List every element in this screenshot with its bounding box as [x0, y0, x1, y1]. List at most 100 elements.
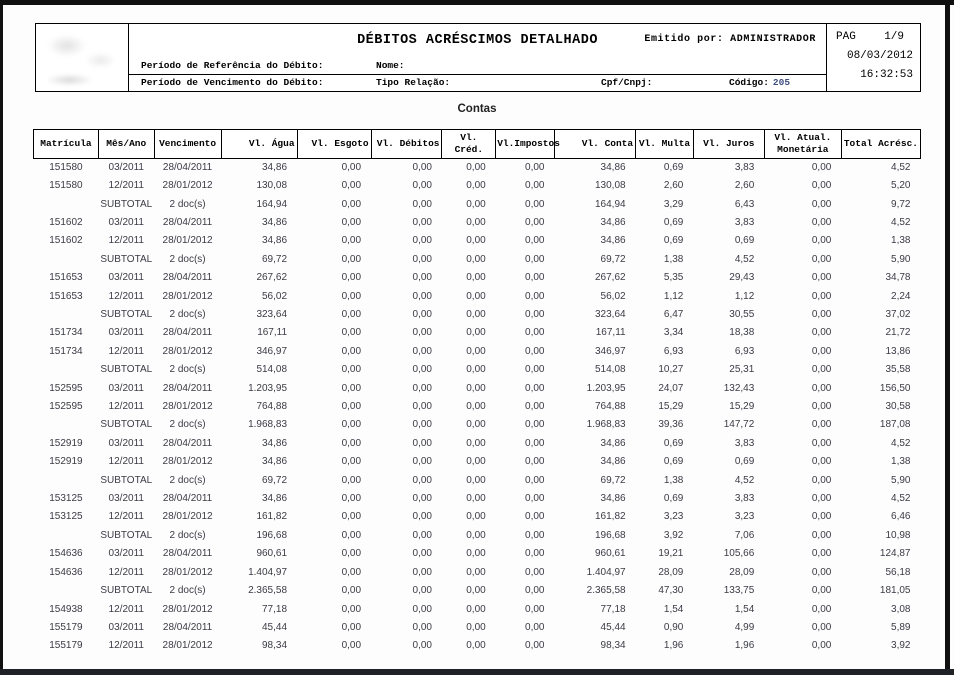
table-cell: 1.404,97	[248, 566, 288, 578]
table-cell: 0,00	[412, 419, 432, 431]
table-cell: 0,00	[525, 253, 545, 265]
table-cell: 2 doc(s)	[169, 474, 206, 486]
subtotal-row: SUBTOTAL 2 doc(s) 323,64 0,00 0,00 0,00 0,00 32…	[34, 306, 921, 324]
table-cell: 764,88	[256, 401, 288, 413]
table-cell: 19,21	[658, 548, 684, 560]
table-cell: 346,97	[594, 345, 626, 357]
header-field-row-1: Período de Referência do Débito: Nome:	[129, 57, 826, 75]
window-frame-left	[0, 0, 3, 675]
table-cell: 2,60	[663, 180, 684, 192]
table-row: 151653 03/2011 28/04/2011 267,62 0,00 0,00 0,0…	[34, 269, 921, 287]
table-cell: 105,66	[723, 548, 755, 560]
table-cell: 0,00	[466, 198, 486, 210]
table-cell: 12/2011	[108, 456, 144, 468]
table-cell: 13,86	[885, 345, 911, 357]
table-cell: 4,52	[734, 253, 755, 265]
table-cell: 0,00	[412, 327, 432, 339]
page-value: 1/9	[884, 31, 904, 43]
table-cell: 0,00	[811, 437, 832, 449]
table-cell: 154938	[49, 603, 83, 615]
table-cell	[34, 527, 99, 545]
table-cell: 3,29	[663, 198, 684, 210]
code-field: Código: 205	[729, 77, 790, 88]
table-row: 154636 03/2011 28/04/2011 960,61 0,00 0,00 0,0…	[34, 545, 921, 563]
table-cell: 0,00	[811, 235, 832, 247]
table-cell	[34, 472, 99, 490]
table-cell: 12/2011	[108, 180, 144, 192]
table-cell: 151653	[49, 272, 83, 284]
table-cell: 0,69	[734, 235, 755, 247]
column-header: Vl. Conta	[553, 129, 637, 159]
table-cell: 4,52	[891, 493, 911, 505]
column-header: Vencimento	[153, 129, 222, 159]
table-cell: 1,38	[891, 456, 911, 468]
table-cell: 28/01/2012	[162, 401, 213, 413]
table-cell: 0,00	[412, 511, 432, 523]
table-cell: 0,00	[811, 253, 832, 265]
table-cell: 0,00	[412, 161, 432, 173]
table-cell: 0,69	[663, 235, 684, 247]
report-time: 16:32:53	[860, 69, 913, 81]
table-cell: 28/01/2012	[162, 566, 213, 578]
table-cell: 4,99	[734, 621, 755, 633]
table-cell: 164,94	[256, 198, 288, 210]
subtotal-row: SUBTOTAL 2 doc(s) 69,72 0,00 0,00 0,00 0,00 69,…	[34, 251, 921, 269]
table-cell: 164,94	[594, 198, 626, 210]
table-cell: 0,00	[341, 603, 362, 615]
table-cell: 2 doc(s)	[169, 585, 206, 597]
table-cell: 34,86	[262, 216, 288, 228]
table-cell: 2,60	[734, 180, 755, 192]
table-cell: 2 doc(s)	[169, 419, 206, 431]
table-cell: 34,86	[600, 456, 626, 468]
table-cell: 151653	[49, 290, 83, 302]
debitos-table: Matrícula Mês/Ano Vencimento Vl. Água Vl. Es…	[33, 129, 922, 656]
table-cell: 0,00	[811, 511, 832, 523]
table-cell: 0,00	[466, 603, 486, 615]
table-cell: 0,00	[466, 382, 486, 394]
table-cell: 0,00	[525, 290, 545, 302]
table-cell: 167,11	[257, 327, 288, 339]
table-row: 154938 12/2011 28/01/2012 77,18 0,00 0,00 0,00…	[34, 601, 921, 619]
subtotal-row: SUBTOTAL 2 doc(s) 2.365,58 0,00 0,00 0,00 0,00…	[34, 582, 921, 600]
table-cell: 28,09	[658, 566, 684, 578]
table-cell: 47,30	[658, 585, 684, 597]
table-cell: 0,00	[412, 474, 432, 486]
table-cell: 0,00	[341, 474, 362, 486]
table-cell: 03/2011	[108, 382, 144, 394]
table-cell: 1.404,97	[586, 566, 626, 578]
table-cell: 34,86	[600, 493, 626, 505]
table-cell: 0,00	[466, 401, 486, 413]
table-cell: 28/04/2011	[162, 437, 213, 449]
table-cell: 0,00	[811, 603, 832, 615]
table-cell: 181,05	[879, 585, 911, 597]
table-cell: 34,86	[262, 235, 288, 247]
table-cell: SUBTOTAL	[100, 474, 153, 486]
table-cell: 0,00	[412, 401, 432, 413]
table-cell: 0,69	[663, 216, 684, 228]
table-cell: 0,00	[811, 180, 832, 192]
company-logo	[40, 28, 124, 87]
table-cell: SUBTOTAL	[100, 309, 153, 320]
table-cell: 153125	[49, 493, 83, 505]
table-cell: 28,09	[729, 566, 755, 578]
table-cell: 0,00	[412, 235, 432, 247]
table-cell: 4,52	[891, 437, 911, 449]
table-cell: 0,00	[525, 382, 545, 394]
table-cell: 0,00	[412, 198, 432, 210]
table-row: 152919 03/2011 28/04/2011 34,86 0,00 0,00 0,00…	[34, 435, 921, 453]
table-cell: 28/01/2012	[162, 235, 213, 247]
table-row: 152919 12/2011 28/01/2012 34,86 0,00 0,00 0,00…	[34, 453, 921, 471]
table-cell: 0,00	[811, 456, 832, 468]
report-title: DÉBITOS ACRÉSCIMOS DETALHADO	[357, 33, 598, 48]
table-cell: 1.968,83	[248, 419, 288, 431]
table-cell: 130,08	[594, 180, 626, 192]
table-cell: 12/2011	[108, 511, 144, 523]
table-cell: 0,00	[412, 585, 432, 597]
table-cell: 03/2011	[108, 216, 144, 228]
table-cell: 28/04/2011	[162, 216, 213, 228]
table-cell: 764,88	[594, 401, 626, 413]
table-cell: 0,00	[525, 585, 545, 597]
table-cell: 0,00	[412, 529, 432, 541]
table-cell: 34,86	[600, 235, 626, 247]
table-row: 153125 03/2011 28/04/2011 34,86 0,00 0,00 0,00…	[34, 490, 921, 508]
